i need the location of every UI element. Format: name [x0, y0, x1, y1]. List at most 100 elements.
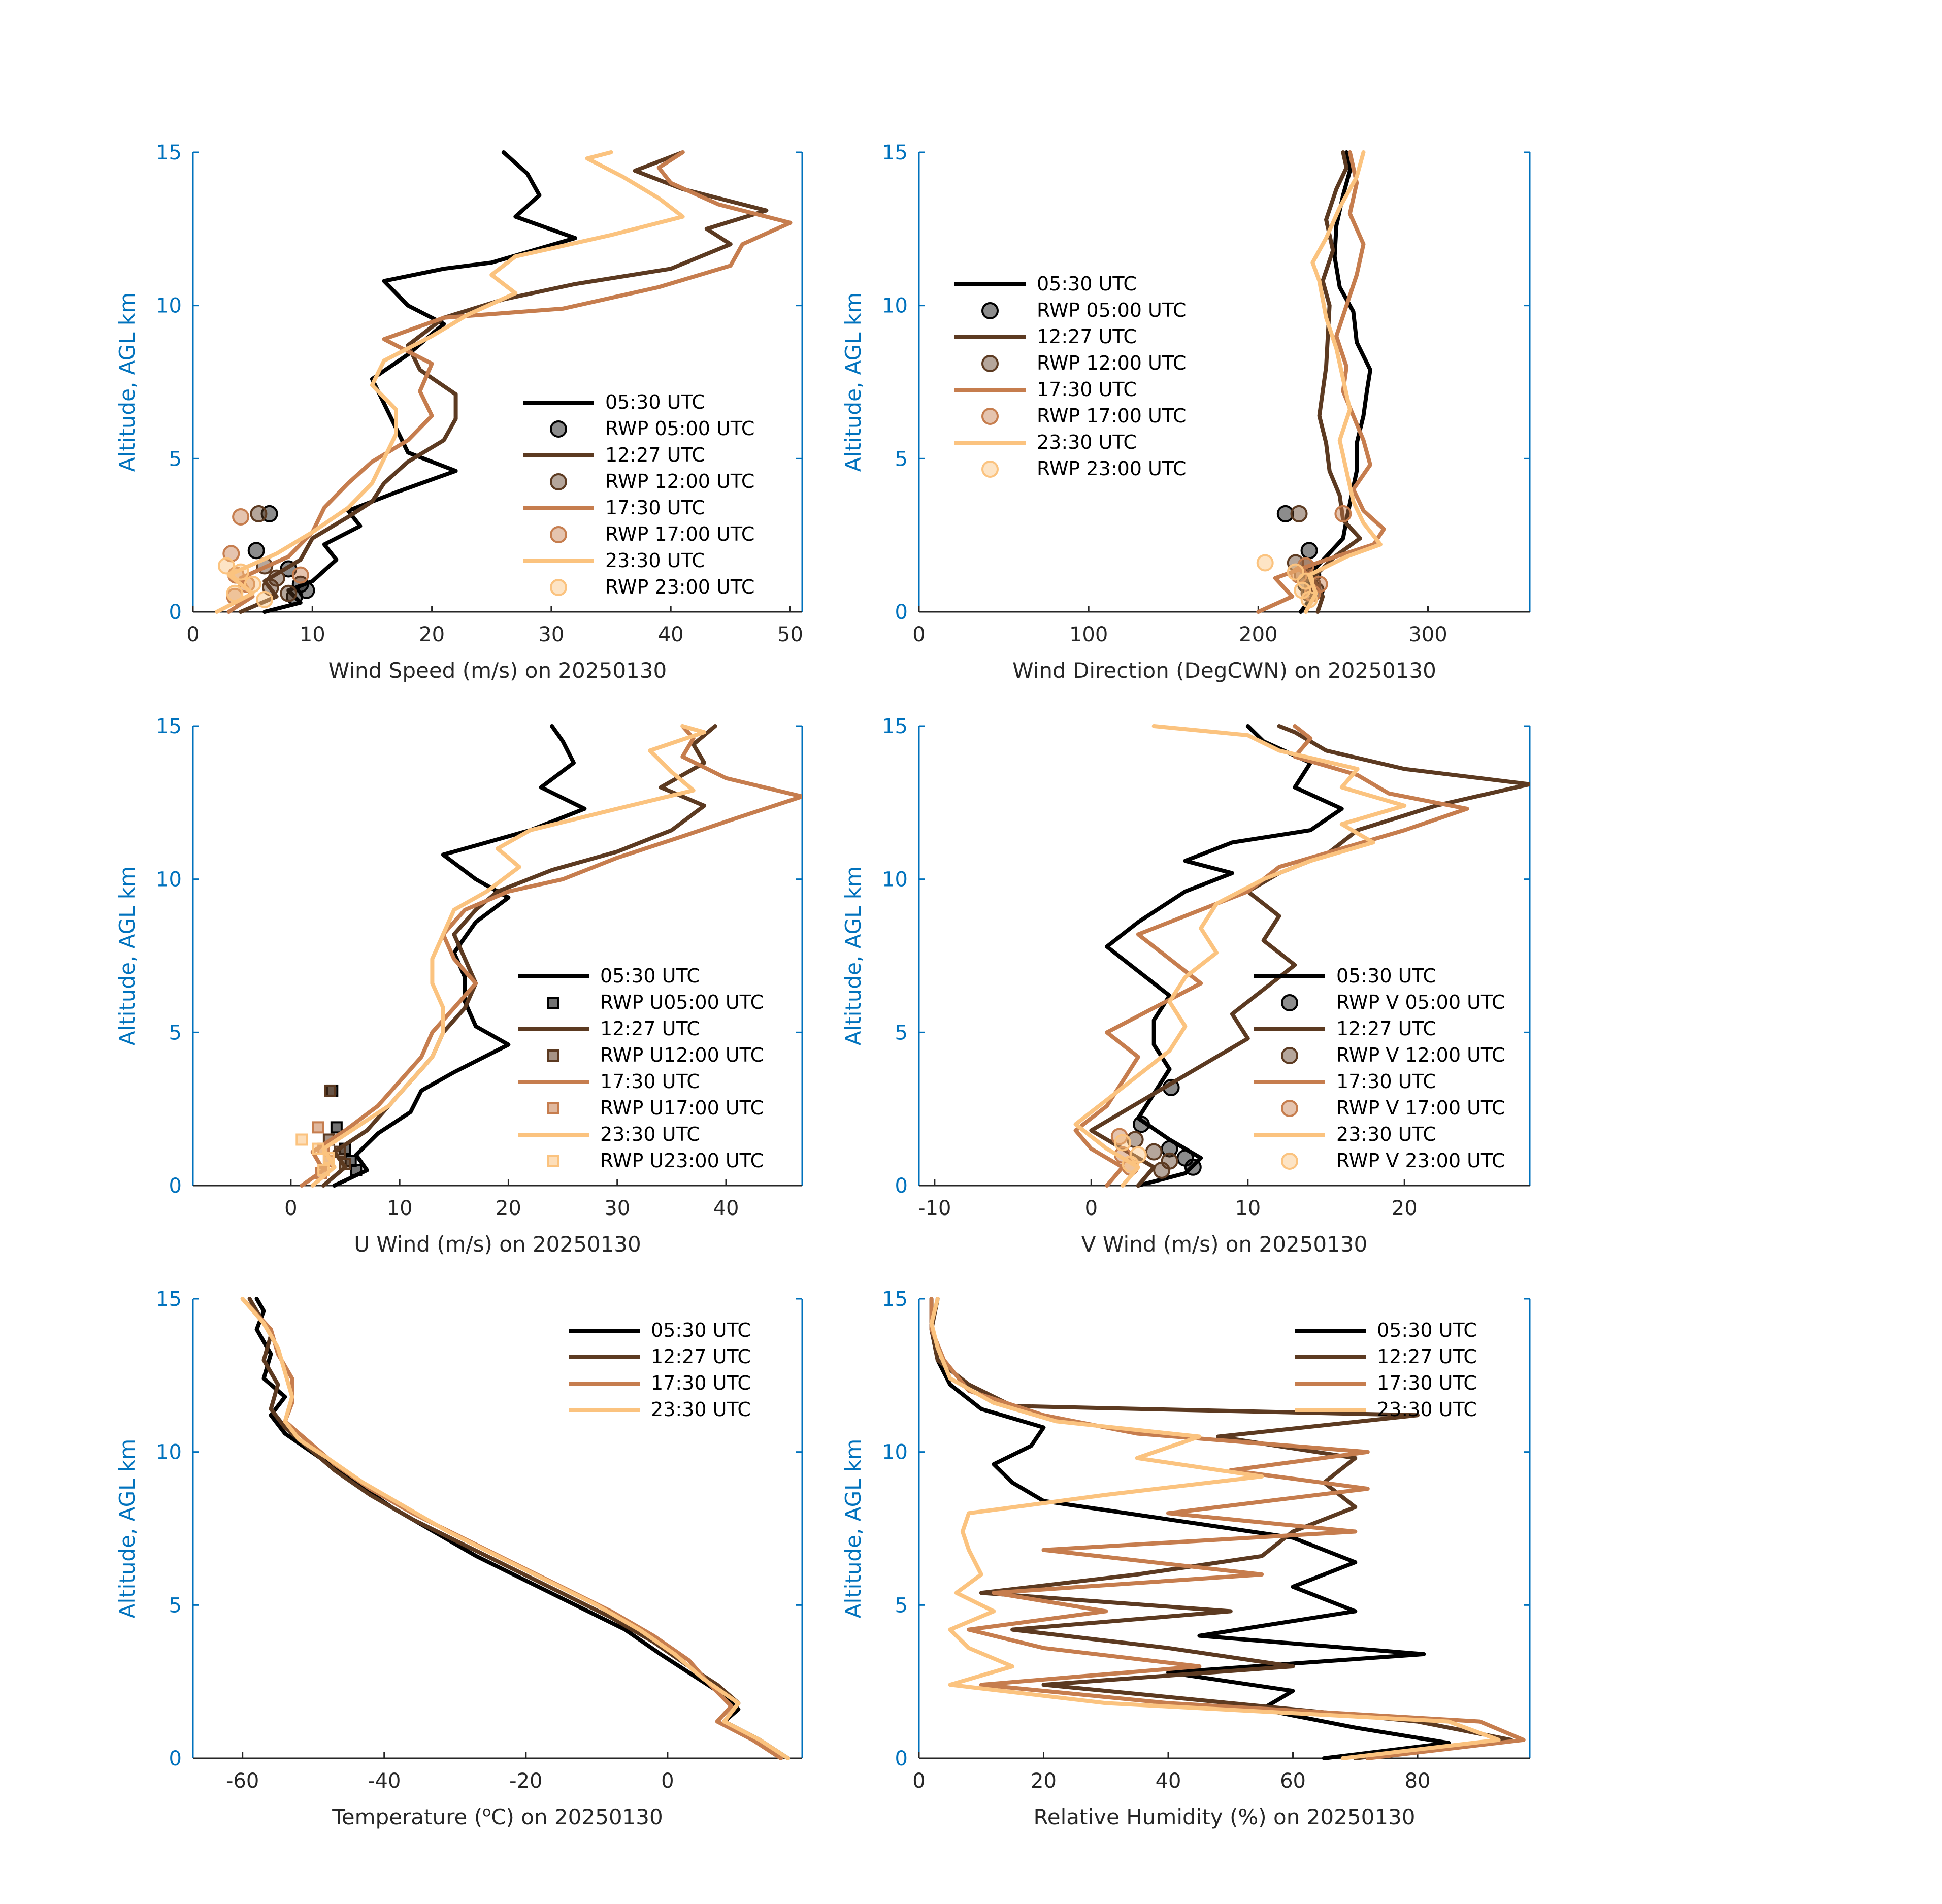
legend-entry: 12:27 UTC	[523, 444, 705, 466]
legend-entry: 23:30 UTC	[1295, 1398, 1477, 1421]
series-line-12-27-utc	[1089, 724, 1530, 1188]
x-tick-label: 40	[658, 623, 684, 646]
legend-label: 17:30 UTC	[1336, 1070, 1436, 1093]
legend-entry: 12:27 UTC	[518, 1017, 700, 1040]
x-tick-label: 40	[1156, 1769, 1181, 1793]
y-axis: 0 5 10 15	[156, 1288, 803, 1770]
legend-label: RWP U23:00 UTC	[600, 1150, 764, 1172]
x-axis-label: Wind Speed (m/s) on 20250130	[328, 658, 667, 683]
legend-entry: RWP V 23:00 UTC	[1281, 1150, 1505, 1172]
legend-label: RWP 12:00 UTC	[1037, 352, 1186, 374]
series-line-05-30-utc	[929, 1297, 1451, 1760]
legend-label: RWP V 17:00 UTC	[1336, 1097, 1505, 1119]
x-tick-label: 300	[1408, 623, 1447, 646]
series-point-rwp-23-00-utc	[226, 584, 244, 602]
x-tick-label: 0	[661, 1769, 674, 1793]
x-tick-label: 50	[777, 623, 803, 646]
y-axis: 0 5 10 15	[882, 1288, 1531, 1770]
data-marks	[1073, 724, 1530, 1188]
series-line-12-27-utc	[321, 724, 717, 1188]
series-point-rwp-u05-00-utc	[350, 1164, 363, 1176]
data-marks	[1256, 150, 1386, 614]
series-point-rwp-u23-00-utc	[295, 1133, 308, 1146]
legend-entry: RWP U12:00 UTC	[547, 1044, 764, 1066]
series-line-23-30-utc	[310, 724, 707, 1188]
x-tick-label: 20	[1031, 1769, 1057, 1793]
legend: 05:30 UTC RWP V 05:00 UTC 12:27 UTC RWP V 1…	[1254, 965, 1505, 1172]
x-axis: 0 10 20 30 40 50	[186, 606, 803, 646]
legend-label: RWP 23:00 UTC	[1037, 457, 1186, 480]
series-point-rwp-u23-00-utc	[312, 1142, 324, 1155]
legend-entry: RWP 12:00 UTC	[981, 352, 1186, 374]
legend-entry: RWP V 12:00 UTC	[1281, 1044, 1505, 1066]
legend-label: 23:30 UTC	[1336, 1123, 1436, 1145]
legend-entry: RWP 12:00 UTC	[550, 470, 754, 493]
legend-label: 17:30 UTC	[651, 1372, 751, 1394]
clipped-marks	[929, 1297, 1526, 1760]
x-tick-label: 0	[912, 623, 925, 646]
series-point-rwp-05-00-utc	[247, 542, 265, 560]
y-axis-label: Altitude, AGL km	[115, 1439, 140, 1618]
series-point-rwp-12-00-utc	[268, 569, 285, 587]
legend-label: RWP V 23:00 UTC	[1336, 1150, 1505, 1172]
legend-label: RWP 05:00 UTC	[605, 417, 754, 440]
x-axis-label: U Wind (m/s) on 20250130	[354, 1232, 641, 1257]
legend-entry: RWP 17:00 UTC	[550, 523, 754, 545]
data-marks	[295, 724, 802, 1188]
data-marks	[929, 1297, 1526, 1760]
legend-label: RWP U05:00 UTC	[600, 991, 764, 1013]
x-tick-label: 0	[912, 1769, 925, 1793]
legend-label: 05:30 UTC	[1377, 1319, 1477, 1341]
clipped-marks	[1073, 724, 1530, 1188]
y-tick-label: 0	[895, 1747, 908, 1770]
legend-entry: RWP U23:00 UTC	[547, 1150, 764, 1172]
legend-label: 05:30 UTC	[651, 1319, 751, 1341]
clipped-marks	[295, 724, 802, 1188]
legend-entry: RWP 23:00 UTC	[981, 457, 1186, 480]
legend-marker-swatch	[981, 355, 999, 372]
legend-marker-swatch	[981, 461, 999, 478]
series-line-05-30-utc	[332, 724, 587, 1188]
legend-label: 05:30 UTC	[600, 965, 700, 987]
legend: 05:30 UTC RWP 05:00 UTC 12:27 UTC RWP 12:00…	[954, 273, 1186, 480]
legend-label: 05:30 UTC	[605, 391, 705, 413]
series-point-rwp-23-00-utc	[256, 590, 274, 608]
x-tick-label: 100	[1069, 623, 1108, 646]
y-tick-label: 15	[882, 141, 908, 165]
y-tick-label: 0	[895, 1174, 908, 1198]
legend-label: 23:30 UTC	[600, 1123, 700, 1145]
legend-label: 12:27 UTC	[651, 1345, 751, 1368]
y-tick-label: 15	[882, 1288, 908, 1311]
legend-marker-swatch	[550, 526, 567, 543]
y-tick-label: 0	[895, 601, 908, 624]
y-axis-label: Altitude, AGL km	[115, 292, 140, 472]
legend-label: 23:30 UTC	[1037, 431, 1137, 453]
series-point-rwp-23-00-utc	[244, 575, 261, 593]
y-tick-label: 0	[169, 1747, 182, 1770]
legend-label: 12:27 UTC	[1037, 325, 1137, 348]
y-tick-label: 10	[156, 294, 182, 318]
series-point-rwp-u12-00-utc	[324, 1084, 336, 1097]
y-tick-label: 10	[882, 1441, 908, 1464]
data-marks	[240, 1297, 791, 1760]
series-point-rwp-23-00-utc	[1256, 554, 1274, 572]
legend-label: RWP 17:00 UTC	[1037, 405, 1186, 427]
y-axis-label: Altitude, AGL km	[841, 1439, 866, 1618]
series-point-rwp-23-00-utc	[1297, 572, 1314, 590]
y-tick-label: 5	[169, 1594, 182, 1617]
y-axis-label: Altitude, AGL km	[841, 866, 866, 1045]
series-point-rwp-23-00-utc	[232, 563, 250, 581]
legend-label: 05:30 UTC	[1336, 965, 1436, 987]
legend-entry: 23:30 UTC	[523, 549, 705, 572]
x-tick-label: -60	[226, 1769, 259, 1793]
series-point-rwp-u17-00-utc	[312, 1121, 324, 1134]
legend-label: 17:30 UTC	[1037, 378, 1137, 401]
legend-label: 17:30 UTC	[1377, 1372, 1477, 1394]
legend-label: 12:27 UTC	[600, 1017, 700, 1040]
legend-entry: 23:30 UTC	[518, 1123, 700, 1145]
legend-label: RWP V 12:00 UTC	[1336, 1044, 1505, 1066]
series-point-rwp-v-12-00-utc	[1145, 1143, 1163, 1161]
relative-humidity-chart: 0 5 10 15 0 20 40 60 80 05:30 UTC 12:27 UTC 17:30…	[841, 1288, 1531, 1829]
legend-entry: 12:27 UTC	[569, 1345, 751, 1368]
